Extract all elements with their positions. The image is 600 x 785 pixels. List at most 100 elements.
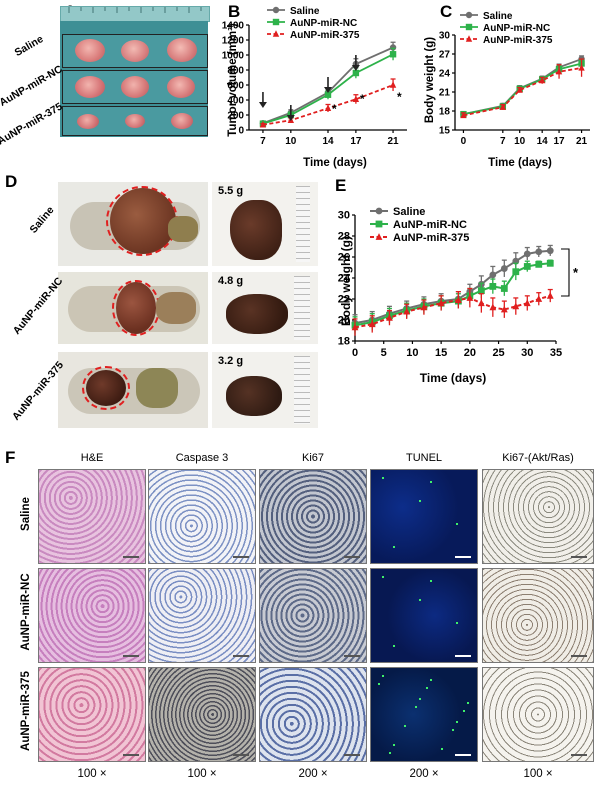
histology-mir375-col2 — [259, 667, 367, 762]
chart-b-point-mir375 — [259, 121, 267, 128]
chart-c-ytick: 21 — [439, 88, 451, 99]
chart-b-xtick: 14 — [322, 136, 334, 147]
chart-c-series-mir375 — [460, 58, 585, 119]
chart-b-xlabel: Time (days) — [303, 157, 367, 169]
chart-c-point-mir375 — [499, 103, 507, 110]
histology-nc-col2 — [259, 568, 367, 663]
chart-b-ylabel: Tumor volume (mm³) — [227, 23, 239, 137]
chart-e-xlabel: Time (days) — [420, 371, 486, 385]
tumor-row-mir375 — [62, 106, 208, 136]
tumor-row-nc — [62, 70, 208, 104]
row-label-f-mir375: AuNP-miR-375 — [20, 671, 32, 751]
chart-e-point-saline — [489, 271, 497, 279]
legend-c-marker-saline — [465, 11, 473, 19]
chart-e-point-nc — [512, 268, 520, 276]
magnification-2: 200 × — [298, 768, 328, 780]
chart-b-point-nc — [324, 91, 332, 98]
chart-b-significance: * — [360, 92, 365, 106]
liver-photo-nc — [212, 272, 318, 344]
mouse-photo-nc — [58, 272, 208, 344]
legend-b-mir375: AuNP-miR-375 — [290, 30, 360, 41]
chart-b-xtick: 21 — [387, 136, 399, 147]
mouse-photo-mir375 — [58, 352, 208, 428]
chart-e-point-mir375 — [489, 303, 497, 311]
weight-saline: 5.5 g — [218, 185, 244, 197]
legend-b-marker-mir375 — [272, 30, 280, 37]
legend-b-marker-saline — [272, 6, 280, 14]
chart-c-ytick: 30 — [439, 31, 451, 42]
chart-e-point-saline — [500, 265, 508, 272]
legend-c-saline: Saline — [483, 11, 513, 22]
magnification-1: 100 × — [187, 768, 217, 780]
chart-e-point-nc — [489, 283, 497, 290]
liver-photo-saline — [212, 182, 318, 266]
chart-e-point-mir375 — [546, 291, 554, 299]
chart-e-significance: * — [573, 265, 579, 280]
chart-b-ytick: 0 — [238, 126, 244, 137]
chart-e-point-mir375 — [351, 323, 359, 331]
histology-nc-col1 — [148, 568, 256, 663]
histology-saline-col2 — [259, 469, 367, 564]
chart-e-ytick: 30 — [338, 210, 350, 222]
chart-c-xtick: 21 — [576, 136, 588, 147]
chart-e-xtick: 5 — [381, 347, 387, 359]
chart-e-ytick: 26 — [338, 252, 350, 264]
chart-e-point-mir375 — [403, 307, 411, 315]
chart-c-point-mir375 — [538, 76, 546, 84]
legend-e-marker-saline — [375, 207, 383, 215]
chart-e-point-mir375 — [386, 314, 393, 321]
chart-b-point-nc — [352, 69, 360, 77]
weight-mir375: 3.2 g — [218, 355, 244, 367]
chart-c-xtick: 0 — [461, 136, 467, 147]
chart-e-point-nc — [523, 263, 531, 270]
chart-e-xtick: 30 — [521, 347, 533, 359]
chart-c-point-mir375 — [460, 111, 467, 119]
histology-saline-col4 — [482, 469, 594, 564]
ruler-a — [60, 6, 210, 22]
chart-e-point-mir375 — [437, 299, 445, 307]
legend-e-nc: AuNP-miR-NC — [393, 219, 467, 231]
chart-e: Body weight (g) Time (days) 18 20 22 24 26 28… — [338, 206, 579, 385]
column-header-4: Ki67-(Akt/Ras) — [502, 452, 574, 464]
chart-e-point-mir375 — [466, 294, 474, 301]
chart-e-series-nc — [351, 259, 554, 334]
chart-b-ytick: 800 — [227, 66, 244, 77]
panel-label-b: B — [228, 2, 241, 21]
chart-e-point-mir375 — [500, 305, 508, 313]
chart-e-point-mir375 — [454, 296, 462, 303]
chart-e-xtick: 20 — [464, 347, 476, 359]
chart-c-ytick: 24 — [439, 69, 451, 80]
chart-b-ytick: 1200 — [222, 36, 245, 47]
histology-nc-col4 — [482, 568, 594, 663]
chart-e-point-mir375 — [535, 295, 543, 302]
chart-e-point-nc — [477, 287, 485, 294]
chart-c-ylabel: Body weight (g) — [424, 37, 436, 123]
chart-e-ytick: 28 — [338, 231, 350, 243]
chart-c-point-mir375 — [578, 64, 585, 71]
chart-c-ytick: 15 — [439, 126, 451, 137]
chart-b-significance: * — [397, 90, 402, 104]
chart-e-point-mir375 — [477, 299, 485, 307]
chart-c: Body weight (g) Time (days) 15 18 21 24 27 30… — [424, 11, 590, 169]
chart-b-point-mir375 — [324, 104, 332, 111]
histology-saline-col1 — [148, 469, 256, 564]
panel-label-e: E — [335, 176, 347, 195]
tumor-row-saline — [62, 34, 208, 68]
histology-nc-col3 — [370, 568, 478, 663]
chart-b-ytick: 1400 — [222, 21, 245, 32]
chart-b-xtick: 7 — [260, 136, 266, 147]
chart-e-point-mir375 — [523, 299, 531, 307]
legend-b-marker-nc — [272, 18, 280, 26]
histology-mir375-col1 — [148, 667, 256, 762]
chart-b-xtick: 10 — [285, 136, 297, 147]
legend-c-nc: AuNP-miR-NC — [483, 23, 550, 34]
chart-b-ytick: 400 — [227, 96, 244, 107]
histology-nc-col0 — [38, 568, 146, 663]
chart-e-point-nc — [535, 260, 543, 268]
chart-b-significance: * — [332, 102, 337, 116]
histology-saline-col3 — [370, 469, 478, 564]
chart-e-ytick: 22 — [338, 294, 350, 306]
legend-b-nc: AuNP-miR-NC — [290, 18, 357, 29]
panel-label-d: D — [5, 172, 18, 191]
chart-e-line-saline — [354, 249, 551, 325]
